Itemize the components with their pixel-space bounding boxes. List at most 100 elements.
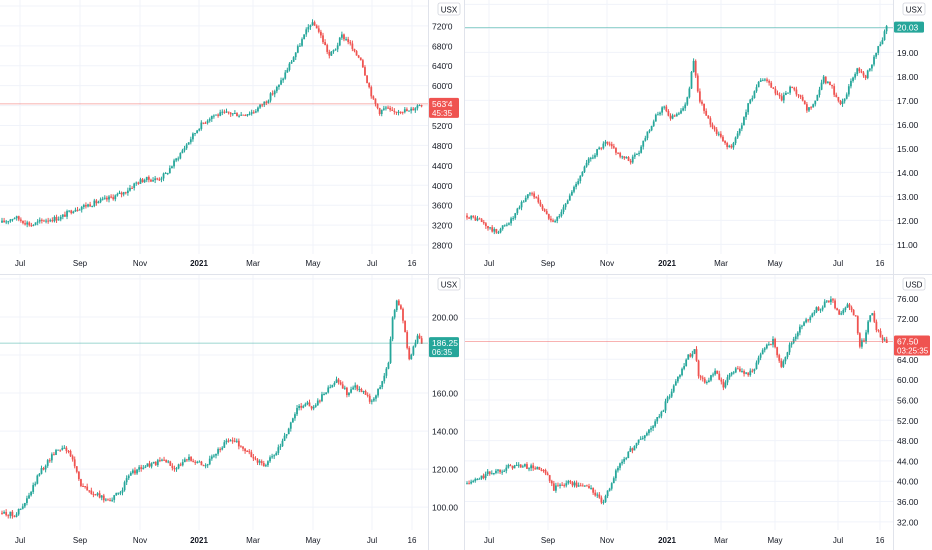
candle-body	[165, 459, 168, 463]
chart-panel-top-left[interactable]: 280'0 320'0 360'0 400'0 440'0 480'0 520'0 600'0…	[0, 0, 464, 274]
price-chart-1[interactable]: 11.00 12.00 13.00 14.00 15.00 16.00 17.00 18.00…	[465, 0, 932, 274]
candle-body	[501, 225, 504, 229]
candle-body	[315, 25, 318, 29]
candle-body	[129, 187, 131, 191]
candle-body	[619, 153, 622, 157]
candle-body	[761, 80, 764, 82]
candle-body	[547, 214, 550, 219]
panel-divider-vertical[interactable]	[464, 0, 465, 550]
chart-panel-bottom-right[interactable]: 32.00 36.00 40.00 44.00 48.00 52.00 56.00 60.00…	[465, 275, 932, 550]
chart-panel-top-right[interactable]: 11.00 12.00 13.00 14.00 15.00 16.00 17.00 18.00…	[465, 0, 932, 274]
candle-body	[820, 82, 823, 90]
candle-body	[784, 357, 787, 362]
candle-body	[337, 379, 340, 383]
price-chart-0[interactable]: 280'0 320'0 360'0 400'0 440'0 480'0 520'0 600'0…	[0, 0, 464, 274]
candle-body	[835, 94, 838, 97]
candle-body	[418, 335, 421, 339]
candle-body	[571, 191, 573, 196]
candle-body	[586, 485, 588, 487]
candle-body	[273, 91, 276, 95]
candle-body	[206, 464, 209, 466]
candle-body	[741, 371, 743, 373]
time-tick-label: 2021	[190, 536, 208, 545]
candle-body	[45, 220, 47, 222]
price-tick-label: 76.00	[897, 294, 919, 304]
candle-body	[217, 449, 219, 454]
candle-body	[665, 106, 668, 112]
candle-body	[412, 108, 415, 111]
panel-divider-horizontal[interactable]	[0, 274, 932, 275]
price-tick-label: 12.00	[897, 216, 919, 226]
candle-body	[107, 499, 109, 501]
candle-body	[204, 122, 207, 124]
candle-body	[745, 112, 747, 118]
candle-body	[816, 94, 819, 101]
time-tick-label: May	[305, 536, 320, 545]
candle-body	[476, 218, 479, 221]
candle-body	[80, 207, 83, 210]
candle-body	[548, 475, 551, 481]
candle-body	[635, 442, 638, 446]
candle-body	[619, 463, 621, 468]
candle-body	[210, 456, 213, 459]
candle-body	[606, 141, 609, 144]
price-tick-label: 48.00	[897, 436, 919, 446]
candle-body	[271, 456, 273, 458]
candle-body	[391, 109, 394, 111]
candle-body	[718, 373, 721, 380]
candle-body	[141, 179, 144, 183]
candle-body	[590, 487, 592, 489]
candle-body	[198, 461, 201, 463]
price-tick-label: 40.00	[897, 477, 919, 487]
candle-body	[536, 466, 539, 470]
candle-body	[303, 34, 306, 40]
candle-body	[378, 108, 381, 115]
candle-body	[787, 92, 789, 94]
candle-body	[789, 86, 791, 93]
price-tick-label: 14.00	[897, 168, 919, 178]
chart-panel-bottom-left[interactable]: 100.00 120.00 140.00 160.00 200.00 USX 186.25 0…	[0, 275, 464, 550]
currency-label[interactable]: USX	[437, 277, 461, 291]
candle-body	[866, 70, 869, 78]
candle-body	[57, 219, 60, 221]
candle-body	[196, 461, 199, 463]
candle-body	[864, 75, 867, 78]
candle-body	[223, 442, 226, 448]
currency-label[interactable]: USD	[902, 277, 926, 291]
candle-body	[710, 375, 712, 381]
candle-body	[520, 202, 523, 208]
candle-body	[772, 87, 775, 89]
currency-label[interactable]: USX	[437, 2, 461, 16]
candle-body	[661, 107, 664, 113]
currency-label[interactable]: USX	[902, 2, 926, 16]
price-chart-2[interactable]: 100.00 120.00 140.00 160.00 200.00 USX 186.250…	[0, 275, 464, 550]
candle-body	[418, 105, 421, 107]
candle-body	[863, 340, 865, 342]
candle-body	[112, 197, 115, 200]
candle-body	[883, 339, 886, 341]
candle-body	[362, 391, 365, 393]
candle-body	[683, 366, 686, 369]
candle-body	[330, 51, 333, 56]
candle-body	[631, 156, 634, 163]
candle-body	[515, 465, 518, 467]
candle-body	[705, 110, 708, 116]
candle-body	[50, 454, 53, 461]
candle-body	[55, 216, 58, 221]
candle-body	[546, 473, 549, 476]
candle-body	[468, 483, 470, 485]
price-chart-3[interactable]: 32.00 36.00 40.00 44.00 48.00 52.00 56.00 60.00…	[465, 275, 932, 550]
price-tick-label: 360'0	[432, 201, 453, 211]
candle-body	[826, 81, 829, 84]
candle-body	[236, 113, 238, 117]
candle-body	[401, 111, 404, 113]
candle-body	[164, 173, 167, 175]
candle-body	[368, 395, 371, 402]
candle-body	[246, 114, 249, 116]
candle-body	[397, 300, 400, 306]
candle-body	[482, 222, 485, 224]
svg-text:USX: USX	[441, 6, 458, 15]
candle-body	[98, 493, 101, 498]
last-price-badge: 20.03	[894, 21, 924, 33]
candle-body	[15, 514, 18, 517]
